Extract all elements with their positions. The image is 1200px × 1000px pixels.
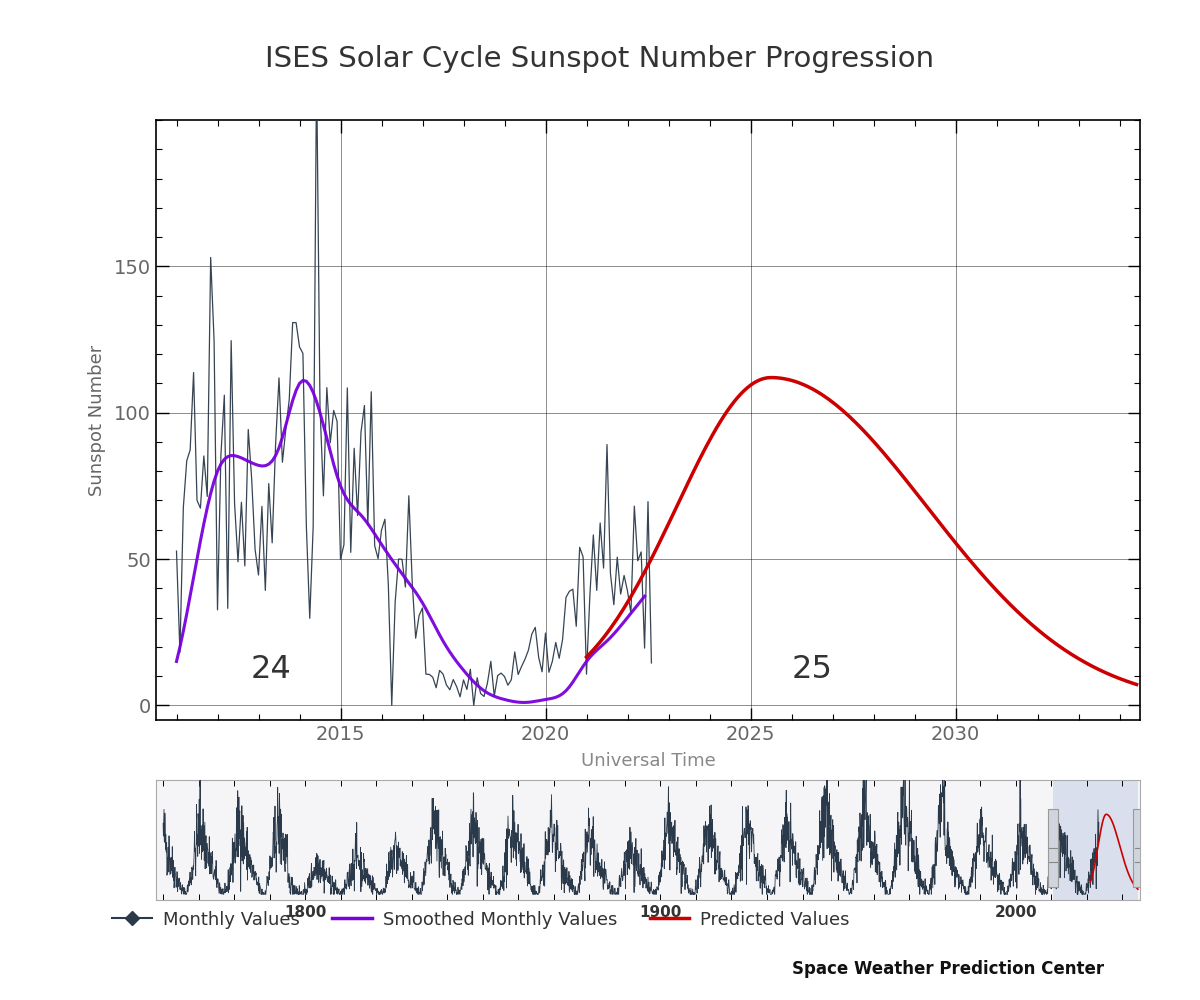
Text: 25: 25: [792, 654, 833, 685]
Legend: Monthly Values, Smoothed Monthly Values, Predicted Values: Monthly Values, Smoothed Monthly Values,…: [106, 904, 857, 936]
Text: ISES Solar Cycle Sunspot Number Progression: ISES Solar Cycle Sunspot Number Progress…: [265, 45, 935, 73]
Bar: [1052, 780, 1139, 900]
Y-axis label: Sunspot Number: Sunspot Number: [88, 344, 106, 496]
Bar: [1133, 809, 1144, 887]
Bar: [1048, 809, 1058, 887]
X-axis label: Universal Time: Universal Time: [581, 752, 715, 770]
Text: Space Weather Prediction Center: Space Weather Prediction Center: [792, 960, 1104, 978]
Text: 24: 24: [251, 654, 292, 685]
